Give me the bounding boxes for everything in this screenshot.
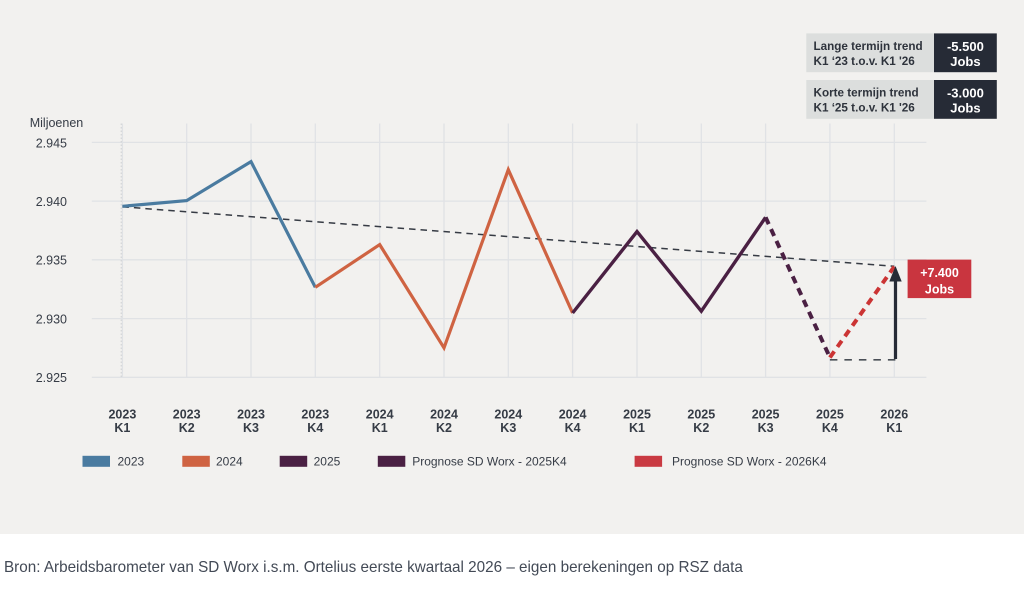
svg-text:2023: 2023 xyxy=(118,454,145,468)
svg-text:K2: K2 xyxy=(693,421,709,435)
svg-text:Prognose SD Worx - 2025K4: Prognose SD Worx - 2025K4 xyxy=(412,454,567,468)
svg-text:-3.000: -3.000 xyxy=(947,86,984,101)
svg-text:Prognose SD Worx - 2026K4: Prognose SD Worx - 2026K4 xyxy=(672,454,827,468)
svg-text:2026: 2026 xyxy=(880,407,908,421)
svg-text:K1: K1 xyxy=(114,421,130,435)
svg-text:2024: 2024 xyxy=(216,454,243,468)
svg-text:K4: K4 xyxy=(307,421,323,435)
svg-text:2025: 2025 xyxy=(687,407,715,421)
svg-text:2023: 2023 xyxy=(301,407,329,421)
svg-text:K1 ‘23 t.o.v. K1 '26: K1 ‘23 t.o.v. K1 '26 xyxy=(814,55,916,68)
svg-text:K1: K1 xyxy=(886,421,902,435)
svg-text:K2: K2 xyxy=(179,421,195,435)
svg-text:-5.500: -5.500 xyxy=(947,39,984,54)
svg-text:K4: K4 xyxy=(565,421,581,435)
svg-text:2.930: 2.930 xyxy=(36,312,67,326)
svg-text:K3: K3 xyxy=(500,421,516,435)
svg-text:Miljoenen: Miljoenen xyxy=(30,116,84,130)
svg-text:2023: 2023 xyxy=(237,407,265,421)
svg-text:2025: 2025 xyxy=(314,454,341,468)
svg-text:K3: K3 xyxy=(758,421,774,435)
svg-text:Korte termijn trend: Korte termijn trend xyxy=(814,87,919,100)
svg-text:2025: 2025 xyxy=(623,407,651,421)
svg-text:2024: 2024 xyxy=(559,407,587,421)
svg-text:2.925: 2.925 xyxy=(36,371,67,385)
svg-text:Jobs: Jobs xyxy=(925,283,954,297)
svg-text:2.935: 2.935 xyxy=(36,254,67,268)
svg-text:2.940: 2.940 xyxy=(36,195,67,209)
svg-text:2023: 2023 xyxy=(108,407,136,421)
svg-text:2024: 2024 xyxy=(366,407,394,421)
svg-text:2025: 2025 xyxy=(816,407,844,421)
svg-text:2023: 2023 xyxy=(173,407,201,421)
svg-text:2025: 2025 xyxy=(752,407,780,421)
svg-text:+7.400: +7.400 xyxy=(920,266,959,280)
svg-text:Lange termijn trend: Lange termijn trend xyxy=(814,40,923,53)
svg-text:K2: K2 xyxy=(436,421,452,435)
svg-text:Jobs: Jobs xyxy=(950,54,980,69)
svg-text:K1: K1 xyxy=(629,421,645,435)
svg-text:K1 ‘25 t.o.v. K1 '26: K1 ‘25 t.o.v. K1 '26 xyxy=(814,102,916,115)
svg-text:2024: 2024 xyxy=(494,407,522,421)
svg-text:K1: K1 xyxy=(372,421,388,435)
svg-text:2.945: 2.945 xyxy=(36,136,67,150)
svg-text:2024: 2024 xyxy=(430,407,458,421)
svg-text:Jobs: Jobs xyxy=(950,101,980,116)
svg-text:K4: K4 xyxy=(822,421,838,435)
svg-text:K3: K3 xyxy=(243,421,259,435)
